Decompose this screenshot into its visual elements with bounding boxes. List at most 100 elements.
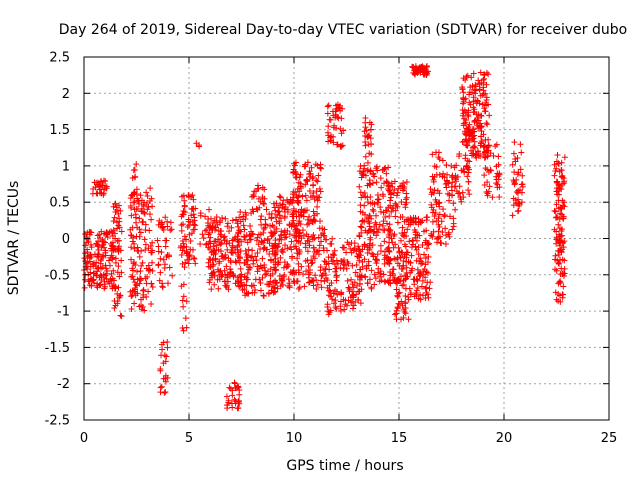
data-point xyxy=(140,287,147,294)
data-point xyxy=(494,170,501,177)
data-point xyxy=(259,255,266,262)
data-point xyxy=(234,246,241,253)
data-point xyxy=(130,199,137,206)
data-point xyxy=(322,272,329,279)
data-point xyxy=(376,221,383,228)
data-point xyxy=(276,272,283,279)
data-point xyxy=(229,250,236,257)
data-point xyxy=(300,208,307,215)
data-point xyxy=(415,270,422,277)
data-point xyxy=(472,90,479,97)
data-point xyxy=(224,402,231,409)
data-point xyxy=(495,153,502,160)
data-point xyxy=(395,300,402,307)
data-point xyxy=(240,216,247,223)
data-point xyxy=(370,229,377,236)
data-point xyxy=(137,229,144,236)
data-point xyxy=(157,255,164,262)
data-point xyxy=(560,215,567,222)
data-point xyxy=(260,292,267,299)
data-point xyxy=(556,185,563,192)
data-point xyxy=(297,180,304,187)
data-point xyxy=(430,190,437,197)
data-point xyxy=(115,202,122,209)
data-point xyxy=(366,240,373,247)
data-point xyxy=(556,239,563,246)
data-point xyxy=(362,119,369,126)
data-point xyxy=(518,149,525,156)
data-point xyxy=(137,268,144,275)
data-point xyxy=(493,163,500,170)
data-points xyxy=(81,63,568,412)
data-point xyxy=(462,77,469,84)
data-point xyxy=(433,201,440,208)
data-point xyxy=(435,228,442,235)
data-point xyxy=(557,256,564,263)
data-point xyxy=(321,278,328,285)
data-point xyxy=(127,195,134,202)
data-point xyxy=(380,271,387,278)
data-point xyxy=(248,283,255,290)
data-point xyxy=(552,289,559,296)
data-point xyxy=(255,231,262,238)
data-point xyxy=(496,193,503,200)
data-point xyxy=(486,183,493,190)
data-point xyxy=(422,261,429,268)
data-point xyxy=(140,209,147,216)
data-point xyxy=(305,233,312,240)
data-point xyxy=(315,194,322,201)
x-tick-label: 25 xyxy=(601,431,618,446)
data-point xyxy=(274,285,281,292)
data-point xyxy=(368,141,375,148)
data-point xyxy=(304,216,311,223)
data-point xyxy=(116,218,123,225)
data-point xyxy=(435,221,442,228)
data-point xyxy=(241,226,248,233)
data-point xyxy=(243,232,250,239)
data-point xyxy=(209,227,216,234)
data-point xyxy=(167,227,174,234)
data-point xyxy=(517,141,524,148)
data-point xyxy=(99,253,106,260)
data-point xyxy=(259,274,266,281)
data-point xyxy=(146,266,153,273)
data-point xyxy=(306,242,313,249)
data-point xyxy=(367,181,374,188)
data-point xyxy=(552,208,559,215)
data-point xyxy=(112,201,119,208)
data-point xyxy=(510,150,517,157)
data-point xyxy=(419,277,426,284)
data-point xyxy=(400,314,407,321)
data-point xyxy=(459,189,466,196)
data-point xyxy=(386,228,393,235)
data-point xyxy=(427,186,434,193)
data-point xyxy=(398,237,405,244)
data-point xyxy=(374,229,381,236)
data-point xyxy=(394,277,401,284)
data-point xyxy=(416,291,423,298)
data-point xyxy=(302,207,309,214)
data-point xyxy=(377,175,384,182)
data-point xyxy=(425,253,432,260)
data-point xyxy=(186,251,193,258)
data-point xyxy=(95,251,102,258)
y-tick-label: -0.5 xyxy=(45,268,70,283)
data-point xyxy=(483,94,490,101)
data-point xyxy=(358,224,365,231)
data-point xyxy=(314,281,321,288)
data-point xyxy=(407,269,414,276)
data-point xyxy=(460,98,467,105)
data-point xyxy=(178,252,185,259)
data-point xyxy=(443,177,450,184)
data-point xyxy=(374,251,381,258)
data-point xyxy=(311,217,318,224)
data-point xyxy=(249,247,256,254)
data-point xyxy=(460,166,467,173)
data-point xyxy=(350,294,357,301)
data-point xyxy=(509,161,516,168)
data-point xyxy=(393,310,400,317)
data-point xyxy=(149,283,156,290)
data-point xyxy=(480,151,487,158)
data-point xyxy=(116,224,123,231)
data-point xyxy=(560,202,567,209)
